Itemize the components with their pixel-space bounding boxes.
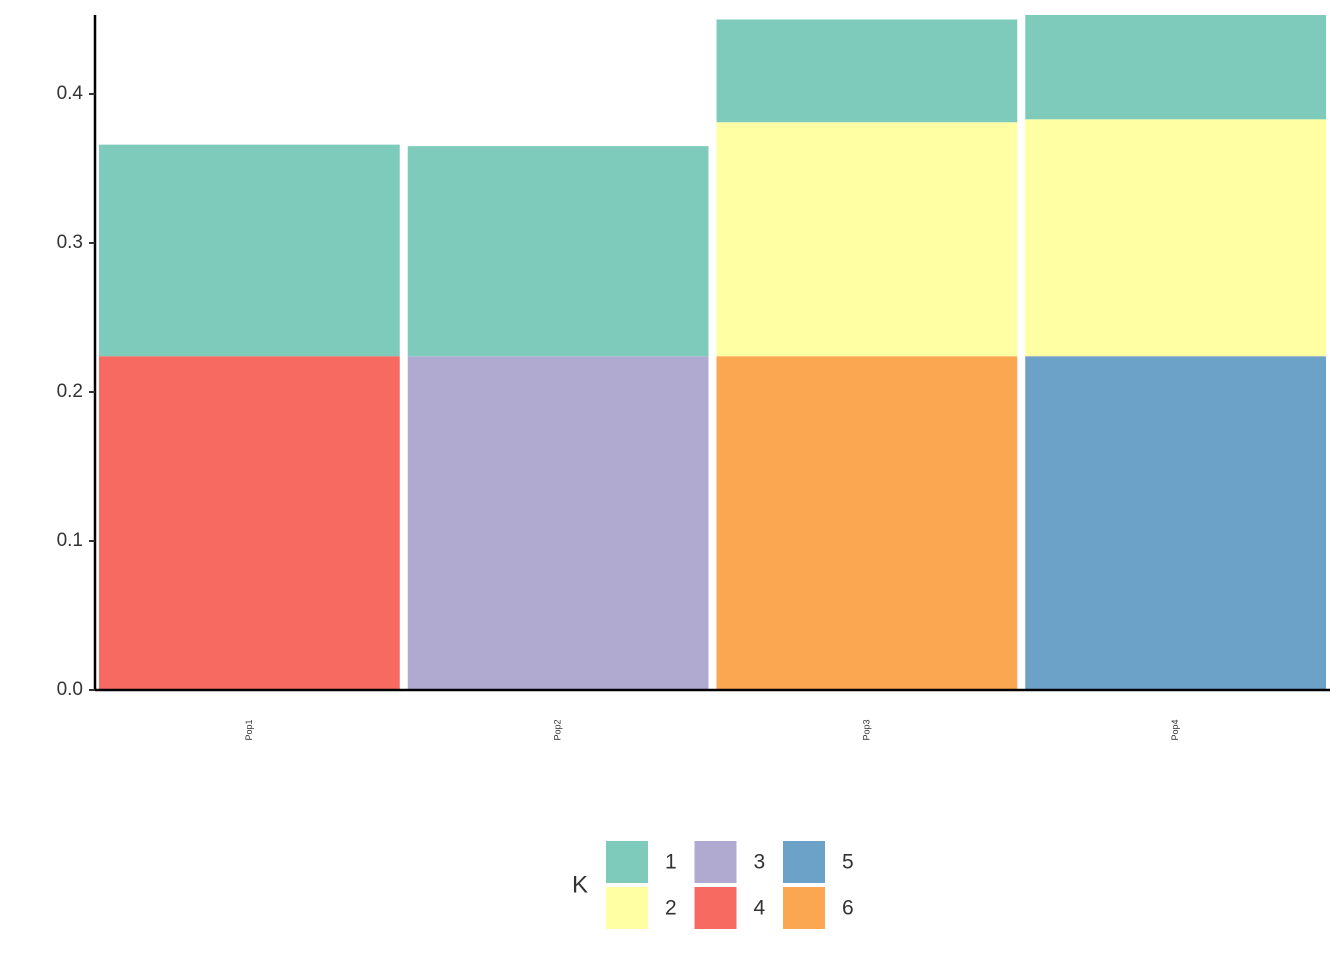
x-tick-label: Pop4 bbox=[1170, 719, 1180, 740]
x-tick-label: Pop3 bbox=[861, 719, 871, 740]
legend-swatch bbox=[783, 841, 825, 883]
y-tick-label: 0.2 bbox=[57, 381, 83, 402]
legend-label: 1 bbox=[665, 851, 677, 874]
legend-label: 6 bbox=[842, 897, 854, 920]
legend-label: 3 bbox=[754, 851, 766, 874]
bar-segment bbox=[1025, 356, 1326, 690]
legend-title: K bbox=[572, 871, 588, 898]
bar-segment bbox=[99, 144, 400, 357]
y-tick-label: 0.3 bbox=[57, 232, 83, 253]
x-tick-label: Pop2 bbox=[553, 719, 563, 740]
legend-label: 4 bbox=[754, 897, 766, 920]
legend-swatch bbox=[694, 841, 737, 883]
y-tick-label: 0.1 bbox=[57, 530, 83, 551]
y-tick-label: 0.0 bbox=[57, 679, 83, 700]
bar-segment bbox=[407, 146, 709, 357]
legend-swatch bbox=[783, 887, 825, 929]
bar-segment bbox=[1025, 15, 1326, 120]
legend-label: 5 bbox=[842, 851, 854, 874]
bar-segment bbox=[716, 19, 1018, 123]
bar-segment bbox=[1025, 119, 1326, 357]
legend-label: 2 bbox=[665, 897, 677, 920]
bar-segment bbox=[716, 356, 1018, 690]
bar-segment bbox=[716, 122, 1018, 357]
y-tick-label: 0.4 bbox=[57, 83, 84, 104]
legend-swatch bbox=[694, 887, 737, 929]
legend-swatch bbox=[606, 841, 648, 883]
bar-segment bbox=[407, 356, 709, 690]
bar-segment bbox=[99, 356, 400, 690]
x-tick-label: Pop1 bbox=[244, 719, 254, 740]
legend-swatch bbox=[606, 887, 648, 929]
